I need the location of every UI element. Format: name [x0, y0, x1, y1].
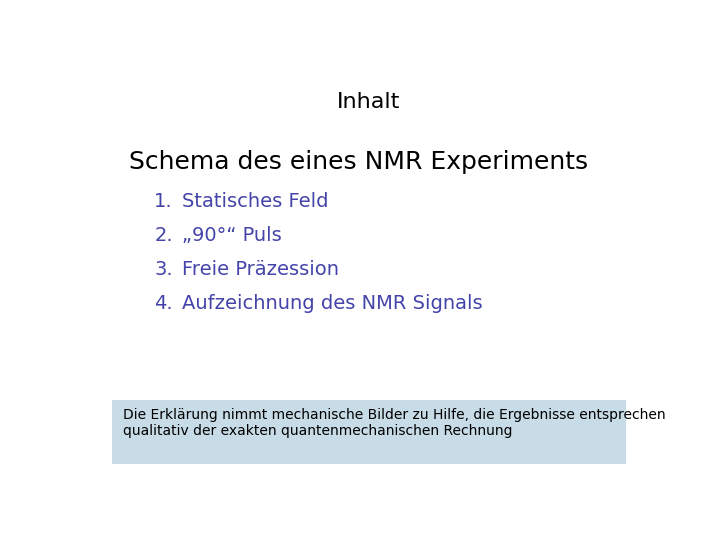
Text: 3.: 3.	[154, 260, 173, 279]
Text: Statisches Feld: Statisches Feld	[182, 192, 328, 211]
Text: 4.: 4.	[154, 294, 173, 313]
Text: Die Erklärung nimmt mechanische Bilder zu Hilfe, die Ergebnisse entsprechen
qual: Die Erklärung nimmt mechanische Bilder z…	[124, 408, 666, 438]
Text: Freie Präzession: Freie Präzession	[182, 260, 339, 279]
Text: „90°“ Puls: „90°“ Puls	[182, 226, 282, 245]
Text: 1.: 1.	[154, 192, 173, 211]
Text: Inhalt: Inhalt	[337, 92, 401, 112]
Text: Aufzeichnung des NMR Signals: Aufzeichnung des NMR Signals	[182, 294, 482, 313]
Text: Schema des eines NMR Experiments: Schema des eines NMR Experiments	[129, 150, 588, 174]
Text: 2.: 2.	[154, 226, 173, 245]
FancyBboxPatch shape	[112, 400, 626, 464]
